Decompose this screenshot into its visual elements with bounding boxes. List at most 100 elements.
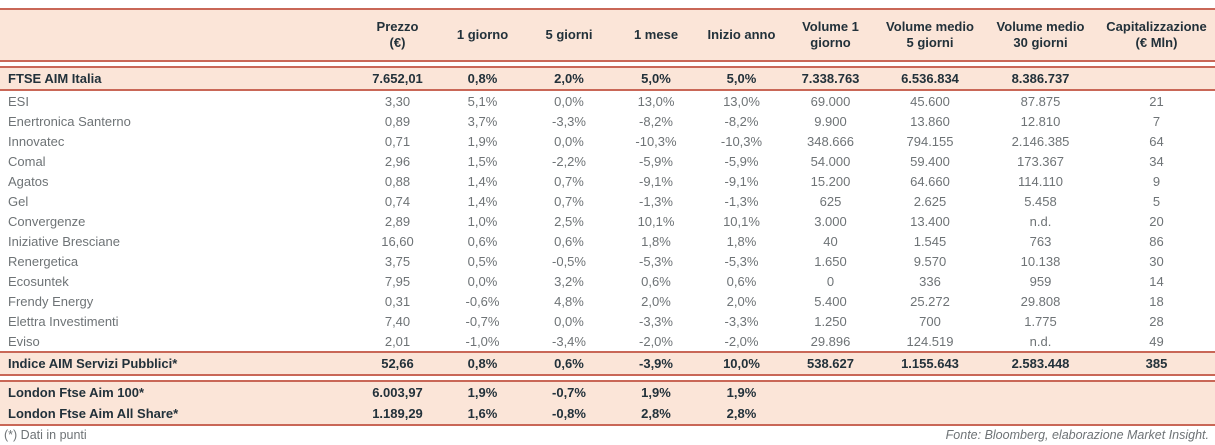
cell-value: 8.386.737: [1011, 71, 1070, 86]
cell-value: -3,4%: [552, 333, 586, 349]
table-row: ESI 3,30 5,1% 0,0% 13,0% 13,0% 69.000 45.600 87.…: [0, 91, 1215, 111]
cell-value: 0,0%: [467, 273, 498, 289]
row-name: Convergenze: [8, 213, 86, 229]
column-header: 1 giorno: [456, 27, 509, 43]
column-header: 1 mese: [633, 27, 679, 43]
cell-value: 18: [1149, 293, 1164, 309]
table-row: Convergenze 2,89 1,0% 2,5% 10,1% 10,1% 3.000 13…: [0, 211, 1215, 231]
cell-value: 10,1%: [637, 213, 675, 229]
cell-value: 21: [1149, 93, 1164, 109]
cell-value: 20: [1149, 213, 1164, 229]
cell-value: 9.900: [814, 113, 847, 129]
table-row: Enertronica Santerno 0,89 3,7% -3,3% -8,2% -8…: [0, 111, 1215, 131]
cell-value: 0,8%: [467, 356, 498, 371]
cell-value: 1.189,29: [372, 406, 423, 421]
footnote-dati-in-punti: (*) Dati in punti: [4, 428, 87, 442]
cell-value: 4,8%: [554, 293, 584, 309]
cell-value: 1.775: [1024, 313, 1057, 329]
cell-value: 0,6%: [554, 356, 584, 371]
cell-value: -3,3%: [552, 113, 586, 129]
column-header: Volume 1 giorno: [802, 19, 859, 50]
row-name: Indice AIM Servizi Pubblici*: [8, 356, 178, 371]
cell-value: 12.810: [1020, 113, 1061, 129]
ftse-top-rule: [0, 66, 1215, 68]
cell-value: -2,0%: [724, 333, 759, 349]
top-rule: [0, 8, 1215, 10]
cell-value: -10,3%: [635, 133, 677, 149]
row-name: FTSE AIM Italia: [8, 71, 102, 86]
cell-value: 2,8%: [726, 406, 757, 421]
stocks-section: ESI 3,30 5,1% 0,0% 13,0% 13,0% 69.000 45.600 87.…: [0, 91, 1215, 351]
cell-value: 54.000: [810, 153, 851, 169]
cell-value: 10,1%: [723, 213, 760, 229]
cell-value: 7: [1152, 113, 1161, 129]
index-row: Indice AIM Servizi Pubblici* 52,66 0,8% 0,6…: [0, 353, 1215, 374]
cell-value: 3,75: [384, 253, 411, 269]
cell-value: 1,8%: [641, 233, 671, 249]
cell-value: 25.272: [910, 293, 950, 309]
cell-value: 2,89: [384, 213, 411, 229]
cell-value: -2,0%: [639, 333, 673, 349]
row-name: Comal: [8, 153, 46, 169]
cell-value: 9.570: [913, 253, 947, 269]
cell-value: 5,0%: [641, 71, 671, 86]
cell-value: 336: [919, 273, 941, 289]
row-name: Agatos: [8, 173, 49, 189]
london-gap: [0, 376, 1215, 380]
cell-value: 2,0%: [726, 293, 757, 309]
cell-value: 0,31: [384, 293, 411, 309]
cell-value: 2,01: [384, 333, 411, 349]
cell-value: 0,71: [384, 133, 411, 149]
cell-value: 0,0%: [554, 133, 584, 149]
cell-value: 5.458: [1024, 193, 1057, 209]
cell-value: 13.860: [910, 113, 950, 129]
cell-value: 45.600: [910, 93, 950, 109]
cell-value: 10.138: [1020, 253, 1061, 269]
header-bottom-rule: [0, 60, 1215, 62]
row-name: London Ftse Aim 100*: [8, 385, 145, 400]
cell-value: 1,9%: [467, 133, 498, 149]
index-row: London Ftse Aim All Share* 1.189,29 1,6% -0…: [0, 403, 1215, 424]
cell-value: 40: [823, 233, 838, 249]
cell-value: -1,3%: [724, 193, 759, 209]
index-row: London Ftse Aim 100* 6.003,97 1,9% -0,7% 1,9…: [0, 382, 1215, 403]
cell-value: -9,1%: [639, 173, 673, 189]
cell-value: -5,3%: [639, 253, 673, 269]
cell-value: 0,8%: [467, 71, 498, 86]
cell-value: 2,5%: [554, 213, 584, 229]
ftse-bottom-rule: [0, 89, 1215, 91]
cell-value: 1,9%: [641, 385, 671, 400]
cell-value: 0,6%: [467, 233, 498, 249]
cell-value: 16,60: [381, 233, 414, 249]
london-bottom-rule: [0, 424, 1215, 426]
cell-value: 700: [919, 313, 941, 329]
cell-value: 0,89: [384, 113, 411, 129]
cell-value: 538.627: [807, 356, 854, 371]
index-row: FTSE AIM Italia 7.652,01 0,8% 2,0% 5,0% 5,0% 7…: [0, 68, 1215, 89]
cell-value: 2,0%: [554, 71, 584, 86]
cell-value: 7.338.763: [801, 71, 860, 86]
cell-value: 0,6%: [641, 273, 671, 289]
cell-value: 7,40: [384, 313, 411, 329]
cell-value: -2,2%: [552, 153, 586, 169]
table-footer: (*) Dati in punti Fonte: Bloomberg, elab…: [0, 426, 1215, 445]
cell-value: 86: [1149, 233, 1164, 249]
cell-value: 959: [1029, 273, 1052, 289]
cell-value: 34: [1149, 153, 1164, 169]
cell-value: 3,2%: [554, 273, 584, 289]
london-top-rule: [0, 380, 1215, 382]
row-name: ESI: [8, 93, 29, 109]
cell-value: 2.583.448: [1011, 356, 1070, 371]
cell-value: 1.545: [913, 233, 947, 249]
table-row: Eviso 2,01 -1,0% -3,4% -2,0% -2,0% 29.896 124.5…: [0, 331, 1215, 351]
table-row: Iniziative Bresciane 16,60 0,6% 0,6% 1,8% 1,8…: [0, 231, 1215, 251]
cell-value: 5.400: [814, 293, 847, 309]
cell-value: 13,0%: [637, 93, 675, 109]
column-header: Capitalizzazione (€ Mln): [1106, 19, 1207, 50]
row-name: Gel: [8, 193, 29, 209]
cell-value: -0,8%: [552, 406, 586, 421]
table-row: Frendy Energy 0,31 -0,6% 4,8% 2,0% 2,0% 5.400 2…: [0, 291, 1215, 311]
cell-value: 15.200: [810, 173, 851, 189]
cell-value: 0: [826, 273, 835, 289]
cell-value: -3,9%: [639, 356, 673, 371]
